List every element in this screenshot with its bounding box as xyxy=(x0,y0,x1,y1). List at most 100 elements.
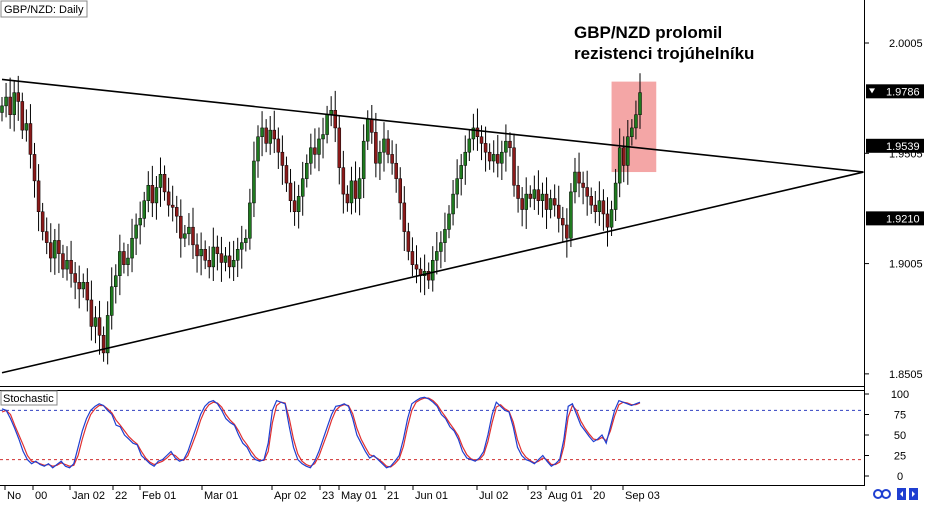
candle xyxy=(49,223,53,273)
candle xyxy=(613,168,618,222)
candle xyxy=(154,176,159,220)
candle-body xyxy=(532,189,537,199)
candle xyxy=(349,166,354,215)
candle-body xyxy=(552,198,557,206)
candle-body xyxy=(227,255,232,268)
candle-body xyxy=(89,299,94,327)
candle-body xyxy=(626,136,630,166)
candle xyxy=(240,225,244,269)
triangle-lines xyxy=(1,78,864,374)
candle xyxy=(187,213,191,246)
candle xyxy=(524,177,528,229)
candle xyxy=(4,82,8,118)
candle xyxy=(65,246,69,281)
candle-body xyxy=(85,282,90,301)
candle xyxy=(601,189,606,231)
candle-body xyxy=(166,191,171,206)
scroll-arrows-icon[interactable] xyxy=(897,488,918,500)
candle xyxy=(260,111,264,157)
candle xyxy=(300,161,305,216)
chart-link-icon[interactable] xyxy=(873,489,891,499)
candle-body xyxy=(280,151,285,166)
candle-body xyxy=(57,240,61,254)
candle-body xyxy=(272,129,277,140)
candle xyxy=(183,224,187,248)
candle xyxy=(512,133,516,197)
candle xyxy=(500,140,504,180)
candle-body xyxy=(231,260,236,268)
candle xyxy=(394,143,398,193)
candle xyxy=(621,136,626,183)
candle-body xyxy=(284,165,289,184)
price-tag-label: 1.9786 xyxy=(886,86,920,98)
candle-body xyxy=(406,231,411,252)
candle-body xyxy=(292,200,297,212)
candle-body xyxy=(134,224,138,239)
candle xyxy=(118,234,122,296)
candle-body xyxy=(248,202,252,239)
candle-body xyxy=(467,138,472,153)
candle-body xyxy=(613,182,618,210)
candle-body xyxy=(40,211,45,232)
candle xyxy=(374,112,378,178)
candle xyxy=(532,175,537,210)
candle xyxy=(516,165,520,213)
candle-body xyxy=(211,246,216,268)
candle-body xyxy=(471,127,476,140)
candle-body xyxy=(32,154,37,182)
candle xyxy=(77,265,81,309)
candle xyxy=(150,165,155,218)
candle-body xyxy=(264,127,268,144)
candle-body xyxy=(463,151,468,166)
candle xyxy=(248,188,252,250)
candle xyxy=(431,246,435,292)
candle-body xyxy=(207,260,211,268)
candle xyxy=(341,150,346,214)
candle xyxy=(544,177,549,229)
candle-body xyxy=(260,127,264,138)
candle-body xyxy=(390,154,394,164)
candle-body xyxy=(569,191,573,239)
candle-body xyxy=(605,213,610,228)
candle xyxy=(53,228,57,275)
candle xyxy=(199,232,203,276)
candle-body xyxy=(44,231,49,243)
candle-body xyxy=(313,147,317,155)
candle-body xyxy=(317,138,321,155)
price-tag: 1.9786 xyxy=(866,84,924,99)
candle xyxy=(12,81,16,132)
y-tick-label: 1.9005 xyxy=(889,259,923,271)
candle xyxy=(528,185,533,208)
candle-body xyxy=(548,198,553,210)
candle xyxy=(134,213,138,255)
candle-body xyxy=(581,182,585,188)
x-tick-label: 22 xyxy=(115,490,127,502)
candle xyxy=(451,179,455,226)
candle-body xyxy=(256,136,260,162)
price-tag-label: 1.9539 xyxy=(886,141,920,153)
candle-body xyxy=(601,200,606,215)
candle-body xyxy=(365,118,370,142)
candle xyxy=(459,153,463,196)
candle xyxy=(626,119,630,185)
candle xyxy=(357,167,362,216)
candle-body xyxy=(235,248,240,261)
candle-body xyxy=(435,251,439,261)
candle-body xyxy=(374,132,378,164)
candle-body xyxy=(8,96,12,115)
candle xyxy=(215,235,220,271)
candle xyxy=(435,232,439,275)
candle-body xyxy=(24,123,29,131)
candle xyxy=(548,189,553,219)
candle-body xyxy=(361,140,366,179)
candle xyxy=(20,92,25,139)
candle xyxy=(244,229,248,252)
stoch-tick-label: 100 xyxy=(891,389,909,401)
candle-body xyxy=(398,178,402,204)
annotation-line-2: rezistenci trojúhelníku xyxy=(574,44,754,63)
candle xyxy=(398,167,402,220)
candle-body xyxy=(349,180,354,204)
candle-body xyxy=(382,138,386,153)
candle-body xyxy=(93,317,98,327)
